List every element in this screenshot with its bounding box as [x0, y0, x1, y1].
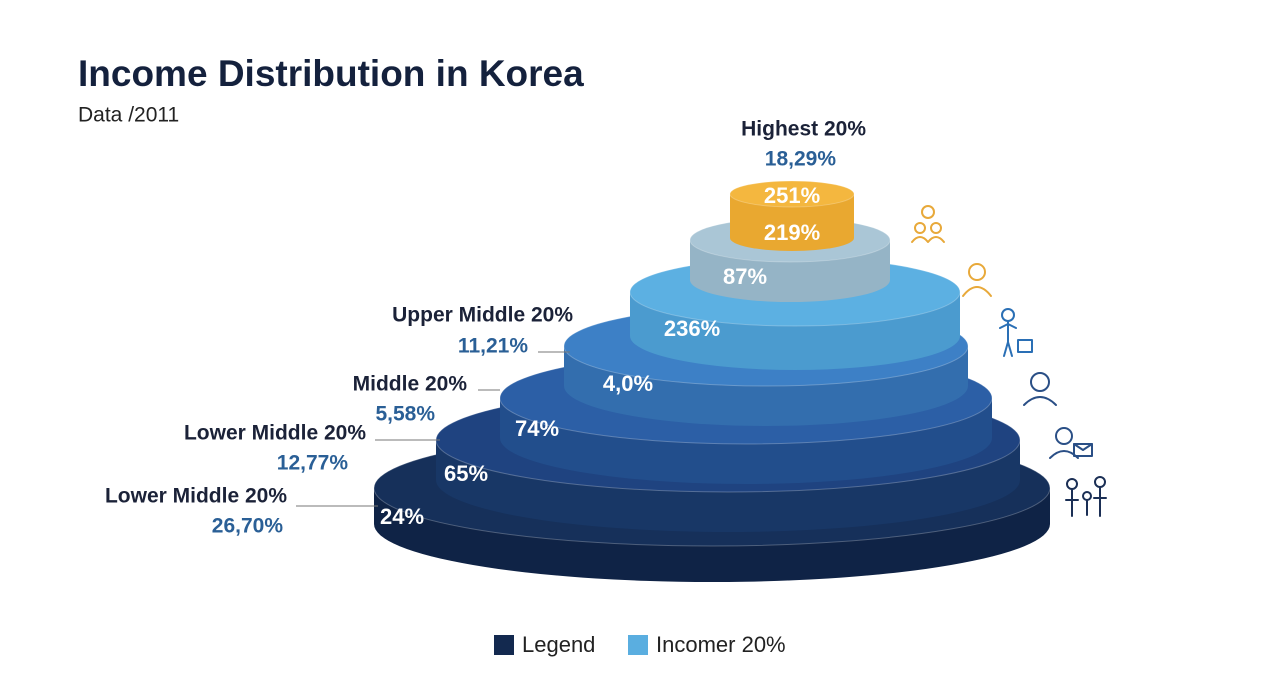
- tier-label: 24%: [380, 504, 424, 529]
- side-name: Middle 20%: [353, 373, 468, 396]
- side-value: 18,29%: [765, 148, 837, 171]
- icon-person: [962, 263, 992, 297]
- pyramid: 24% 65% 74% 4,0% 236% 87% 251% 219%: [373, 180, 1051, 582]
- legend: Legend Incomer 20%: [494, 632, 786, 657]
- icon-worker: [999, 308, 1033, 357]
- title: Income Distribution in Korea: [78, 53, 584, 94]
- tier-label: 236%: [664, 316, 720, 341]
- tier-label: 4,0%: [603, 371, 653, 396]
- legend-label: Incomer 20%: [656, 632, 786, 657]
- icons: [911, 205, 1107, 517]
- side-value: 11,21%: [458, 335, 528, 358]
- side-value: 26,70%: [212, 515, 284, 538]
- tier-label: 74%: [515, 416, 559, 441]
- tier-label: 87%: [723, 264, 767, 289]
- tier-label: 65%: [444, 461, 488, 486]
- tier-side: [730, 194, 854, 251]
- icon-parents: [1065, 476, 1107, 517]
- side-value: 5,58%: [375, 403, 435, 426]
- legend-label: Legend: [522, 632, 595, 657]
- side-name: Lower Middle 20%: [105, 485, 287, 508]
- legend-swatch: [494, 635, 514, 655]
- side-name: Lower Middle 20%: [184, 422, 366, 445]
- subtitle: Data /2011: [78, 104, 179, 127]
- side-value: 12,77%: [277, 452, 349, 475]
- side-labels: Highest 20% 18,29% Upper Middle 20% 11,21% M…: [105, 118, 866, 538]
- side-name: Highest 20%: [741, 118, 866, 141]
- tier-top: [729, 180, 855, 208]
- icon-mail: [1049, 427, 1093, 459]
- icon-man: [1023, 372, 1057, 406]
- tier-label: 251%: [764, 183, 820, 208]
- tier-label: 219%: [764, 220, 820, 245]
- side-name: Upper Middle 20%: [392, 304, 573, 327]
- legend-swatch: [628, 635, 648, 655]
- icon-family: [911, 205, 945, 243]
